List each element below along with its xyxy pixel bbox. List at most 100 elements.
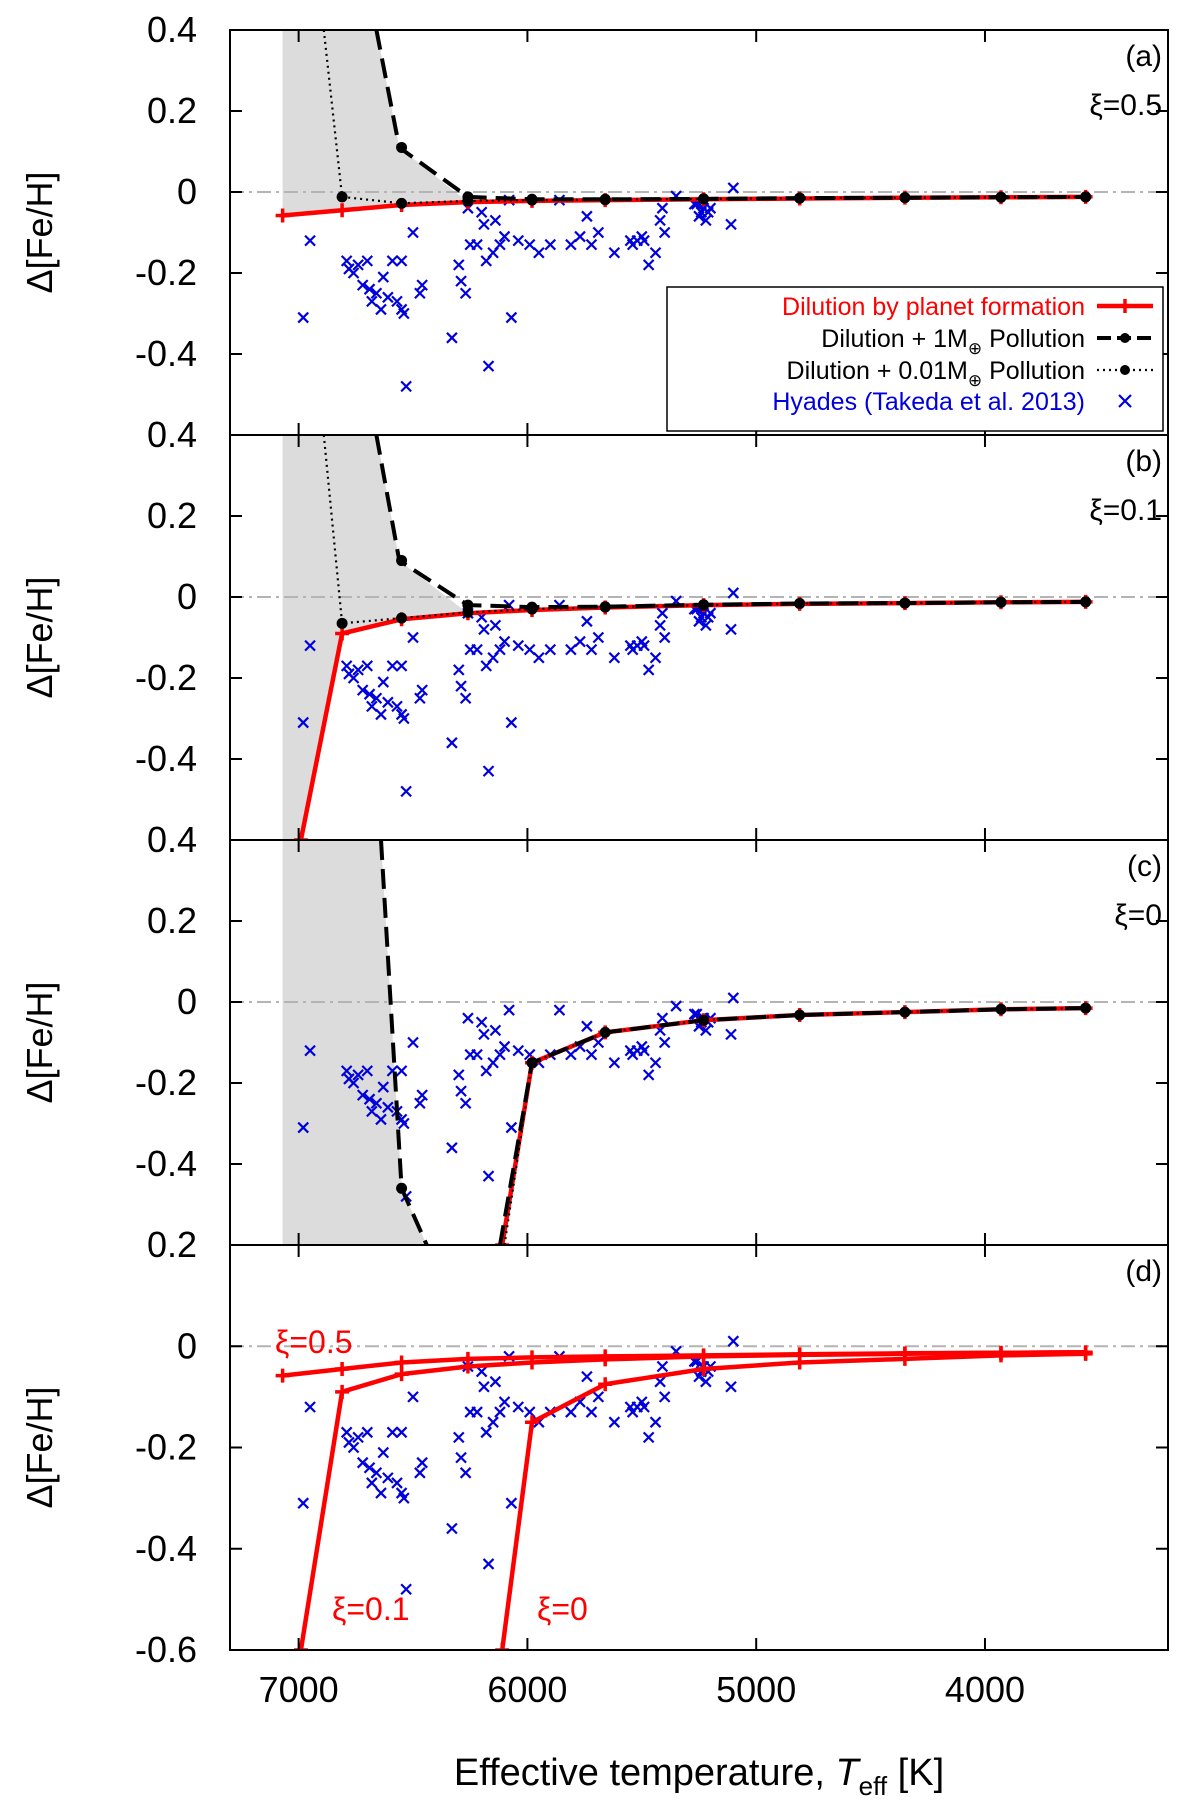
pollution-1Me-point xyxy=(396,1182,408,1194)
hyades-point xyxy=(478,623,490,636)
hyades-point xyxy=(475,1365,488,1378)
hyades-point xyxy=(386,1426,399,1439)
y-tick-label: -0.4 xyxy=(135,333,197,374)
legend-swatch-marker xyxy=(1120,333,1130,343)
y-tick-label: -0.2 xyxy=(135,252,197,293)
hyades-point xyxy=(453,1069,465,1081)
y-tick-label: 0.4 xyxy=(147,819,197,860)
hyades-point xyxy=(727,992,740,1004)
hyades-point xyxy=(462,1012,474,1024)
hyades-point xyxy=(395,255,408,267)
legend-swatch-marker xyxy=(1120,365,1130,375)
hyades-point xyxy=(581,210,593,223)
hyades-point xyxy=(352,1069,364,1081)
hyades-point xyxy=(459,1467,472,1479)
x-tick-label: 6000 xyxy=(487,1669,567,1710)
hyades-point xyxy=(352,1431,364,1444)
panel-frame xyxy=(229,1244,1169,1651)
hyades-point xyxy=(297,1121,309,1134)
shaded-region xyxy=(282,840,427,1245)
legend-swatch-marker xyxy=(1118,299,1132,313)
hyades-point xyxy=(654,619,666,632)
hyades-point xyxy=(414,287,426,300)
legend-label: Dilution + 1M⊕ Pollution xyxy=(821,325,1085,358)
hyades-point xyxy=(725,1380,737,1393)
hyades-point xyxy=(398,1117,410,1130)
hyades-point xyxy=(498,635,511,648)
hyades-point xyxy=(455,680,467,692)
hyades-point xyxy=(654,214,666,227)
hyades-point xyxy=(581,1020,593,1033)
pollution-1Me-point xyxy=(995,191,1007,203)
y-tick-label: 0.2 xyxy=(147,495,197,536)
pollution-1Me-point xyxy=(1080,596,1092,608)
hyades-point xyxy=(642,1069,655,1081)
panel-label: (a) xyxy=(1125,40,1162,73)
dilution-xi-0.5-line-marker xyxy=(275,1368,290,1383)
pollution-0.01Me-line xyxy=(322,435,1086,625)
hyades-point xyxy=(370,1097,383,1110)
hyades-point xyxy=(505,716,518,729)
dilution-line-marker xyxy=(335,203,350,218)
hyades-point xyxy=(700,1375,712,1388)
hyades-point xyxy=(352,259,364,271)
dilution-xi-0-line-marker xyxy=(524,1415,539,1430)
hyades-point xyxy=(356,1089,369,1101)
hyades-point xyxy=(471,238,483,251)
hyades-point xyxy=(642,259,655,271)
dilution-xi-0-line-marker xyxy=(897,1351,912,1366)
dilution-xi-0.1-line-marker xyxy=(293,1643,308,1650)
hyades-point xyxy=(400,380,412,393)
hyades-point xyxy=(574,230,586,243)
hyades-point xyxy=(592,1391,605,1403)
y-tick-label: 0.4 xyxy=(147,414,197,455)
hyades-point xyxy=(391,295,403,308)
hyades-point xyxy=(482,1170,495,1182)
dilution-xi-0.1-line-marker xyxy=(335,1384,350,1399)
hyades-point xyxy=(356,684,369,696)
model-lines xyxy=(293,435,1093,840)
hyades-point xyxy=(489,1375,502,1388)
hyades-point xyxy=(363,283,376,295)
hyades-point xyxy=(544,643,557,656)
hyades-point xyxy=(489,619,502,632)
hyades-point xyxy=(649,246,662,259)
xi-label: ξ=0.1 xyxy=(1089,494,1162,527)
hyades-point xyxy=(340,1426,353,1439)
dilution-xi-0-line-marker xyxy=(495,1643,510,1650)
hyades-point xyxy=(494,238,506,251)
hyades-point xyxy=(471,1048,483,1061)
dilution-xi-0-line-marker xyxy=(993,1348,1008,1363)
hyades-point xyxy=(398,712,410,725)
dilution-line xyxy=(298,599,1086,840)
shaded-region xyxy=(282,30,468,216)
hyades-point xyxy=(471,1406,483,1418)
pollution-0.01Me-point xyxy=(698,1014,710,1026)
hyades-point xyxy=(649,1056,662,1069)
pollution-0.01Me-point xyxy=(794,1009,806,1021)
hyades-point xyxy=(704,607,717,619)
hyades-point xyxy=(475,206,488,219)
hyades-point xyxy=(356,1456,369,1469)
y-tick-label: -0.4 xyxy=(135,1143,197,1184)
dilution-xi-0.1-line-marker xyxy=(394,1367,409,1382)
hyades-points xyxy=(297,182,740,393)
hyades-point xyxy=(347,672,360,684)
pollution-0.01Me-point xyxy=(336,191,348,203)
hyades-point xyxy=(304,1044,316,1057)
hyades-point xyxy=(347,1077,360,1089)
hyades-point xyxy=(658,1036,671,1049)
hyades-point xyxy=(375,708,387,721)
hyades-point xyxy=(395,1065,408,1077)
x-tick-label: 5000 xyxy=(716,1669,796,1710)
hyades-point xyxy=(658,631,671,644)
pollution-1Me-point xyxy=(899,597,911,609)
hyades-point xyxy=(642,1431,655,1444)
y-tick-label: 0.2 xyxy=(147,90,197,131)
hyades-point xyxy=(297,311,309,324)
hyades-point xyxy=(455,1451,467,1464)
hyades-point xyxy=(533,651,545,664)
hyades-point xyxy=(727,182,740,194)
pollution-1Me-line xyxy=(374,435,1086,610)
